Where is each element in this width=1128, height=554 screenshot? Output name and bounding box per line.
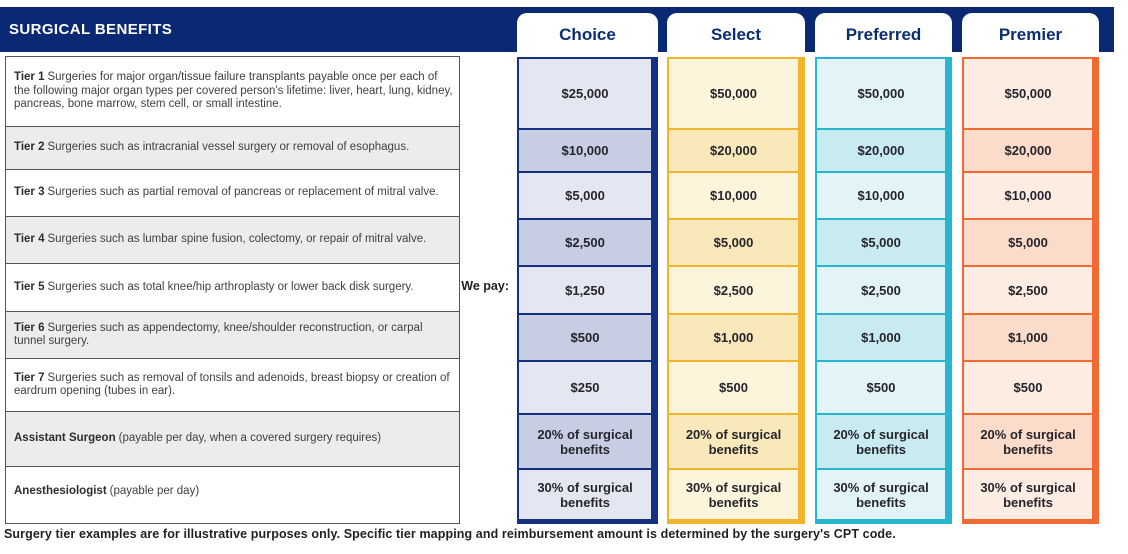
tier-title: Tier 4 [14, 233, 45, 246]
benefit-cell: $500 [669, 360, 798, 413]
plan-tab-label: Select [710, 25, 762, 44]
benefits-table: Tier 1 Surgeries for major organ/tissue f… [5, 13, 1099, 524]
tier-title: Tier 7 [14, 371, 45, 384]
plan-column-choice: Choice $25,000 $10,000 $5,000 $2,500 $1,… [517, 13, 658, 524]
plan-tab-preferred: Preferred [815, 13, 952, 57]
we-pay-spacer-column [460, 13, 517, 524]
benefit-cell: $5,000 [669, 218, 798, 265]
benefit-cell: 20% of surgical benefits [964, 413, 1092, 468]
table-row: Tier 6 Surgeries such as appendectomy, kn… [6, 311, 459, 358]
benefit-cell: $1,000 [669, 313, 798, 360]
plan-tab-label: Premier [998, 25, 1063, 44]
benefit-cell: $20,000 [817, 128, 945, 171]
benefit-cell: $20,000 [669, 128, 798, 171]
benefit-cell: $1,250 [519, 265, 651, 313]
benefit-cell: $25,000 [519, 59, 651, 128]
benefit-cell: $2,500 [519, 218, 651, 265]
tier-description: Tier 7 Surgeries such as removal of tonsi… [14, 371, 450, 398]
benefit-cell: $2,500 [669, 265, 798, 313]
benefit-cell: 30% of surgical benefits [519, 468, 651, 519]
plan-cells-choice: $25,000 $10,000 $5,000 $2,500 $1,250 $50… [517, 57, 658, 524]
tier-title: Assistant Surgeon [14, 432, 116, 445]
benefit-cell: $50,000 [817, 59, 945, 128]
benefit-cell: $5,000 [519, 171, 651, 218]
benefit-cell: $500 [817, 360, 945, 413]
benefit-cell: 30% of surgical benefits [964, 468, 1092, 519]
table-row: Tier 2 Surgeries such as intracranial ves… [6, 126, 459, 169]
tier-description: Tier 6 Surgeries such as appendectomy, kn… [14, 321, 423, 348]
benefit-cell: $5,000 [817, 218, 945, 265]
plan-column-premier: Premier $50,000 $20,000 $10,000 $5,000 $… [962, 13, 1099, 524]
benefit-cell: $10,000 [519, 128, 651, 171]
benefit-cell: $10,000 [669, 171, 798, 218]
tier-description: Tier 4 Surgeries such as lumbar spine fus… [14, 233, 427, 246]
plan-column-preferred: Preferred $50,000 $20,000 $10,000 $5,000… [815, 13, 952, 524]
benefit-cell: $20,000 [964, 128, 1092, 171]
plan-cells-preferred: $50,000 $20,000 $10,000 $5,000 $2,500 $1… [815, 57, 952, 524]
table-row: Tier 4 Surgeries such as lumbar spine fus… [6, 216, 459, 263]
table-row: Tier 7 Surgeries such as removal of tonsi… [6, 358, 459, 411]
plan-column-select: Select $50,000 $20,000 $10,000 $5,000 $2… [667, 13, 805, 524]
plan-tab-label: Preferred [845, 25, 922, 44]
tier-description: Assistant Surgeon (payable per day, when … [14, 432, 382, 445]
section-title: SURGICAL BENEFITS [9, 21, 173, 38]
tier-description: Tier 2 Surgeries such as intracranial ves… [14, 141, 410, 154]
tier-title: Tier 6 [14, 321, 45, 334]
table-row: Tier 5 Surgeries such as total knee/hip a… [6, 263, 459, 311]
benefit-cell: $10,000 [817, 171, 945, 218]
benefit-cell: 20% of surgical benefits [817, 413, 945, 468]
plan-cells-select: $50,000 $20,000 $10,000 $5,000 $2,500 $1… [667, 57, 805, 524]
tier-title: Tier 1 [14, 71, 45, 84]
benefit-cell: 30% of surgical benefits [669, 468, 798, 519]
we-pay-label: We pay: [461, 279, 509, 293]
benefit-cell: 20% of surgical benefits [669, 413, 798, 468]
tier-title: Tier 5 [14, 280, 45, 293]
tier-title: Tier 2 [14, 141, 45, 154]
table-row: Assistant Surgeon (payable per day, when … [6, 411, 459, 466]
benefit-cell: $2,500 [964, 265, 1092, 313]
plan-tab-select: Select [667, 13, 805, 57]
benefit-cell: 30% of surgical benefits [817, 468, 945, 519]
benefit-cell: $1,000 [964, 313, 1092, 360]
benefit-cell: $10,000 [964, 171, 1092, 218]
benefit-cell: $250 [519, 360, 651, 413]
tier-description: Tier 5 Surgeries such as total knee/hip a… [14, 280, 414, 293]
benefit-cell: $5,000 [964, 218, 1092, 265]
benefit-cell: 20% of surgical benefits [519, 413, 651, 468]
footer-note: Surgery tier examples are for illustrati… [4, 527, 896, 541]
tier-description: Tier 1 Surgeries for major organ/tissue f… [14, 71, 453, 111]
tier-title: Anesthesiologist [14, 485, 107, 498]
plan-cells-premier: $50,000 $20,000 $10,000 $5,000 $2,500 $1… [962, 57, 1099, 524]
benefit-cell: $50,000 [669, 59, 798, 128]
tier-description: Anesthesiologist (payable per day) [14, 485, 200, 498]
plan-tab-choice: Choice [517, 13, 658, 57]
tier-description-column: Tier 1 Surgeries for major organ/tissue f… [5, 56, 460, 524]
table-row: Tier 3 Surgeries such as partial removal … [6, 169, 459, 216]
plan-tab-premier: Premier [962, 13, 1099, 57]
benefit-cell: $2,500 [817, 265, 945, 313]
benefit-cell: $50,000 [964, 59, 1092, 128]
benefit-cell: $1,000 [817, 313, 945, 360]
tier-description: Tier 3 Surgeries such as partial removal … [14, 186, 439, 199]
benefit-cell: $500 [519, 313, 651, 360]
benefit-cell: $500 [964, 360, 1092, 413]
plan-tab-label: Choice [559, 25, 616, 44]
table-row: Anesthesiologist (payable per day) [6, 466, 459, 517]
tier-title: Tier 3 [14, 186, 45, 199]
table-row: Tier 1 Surgeries for major organ/tissue f… [6, 57, 459, 126]
